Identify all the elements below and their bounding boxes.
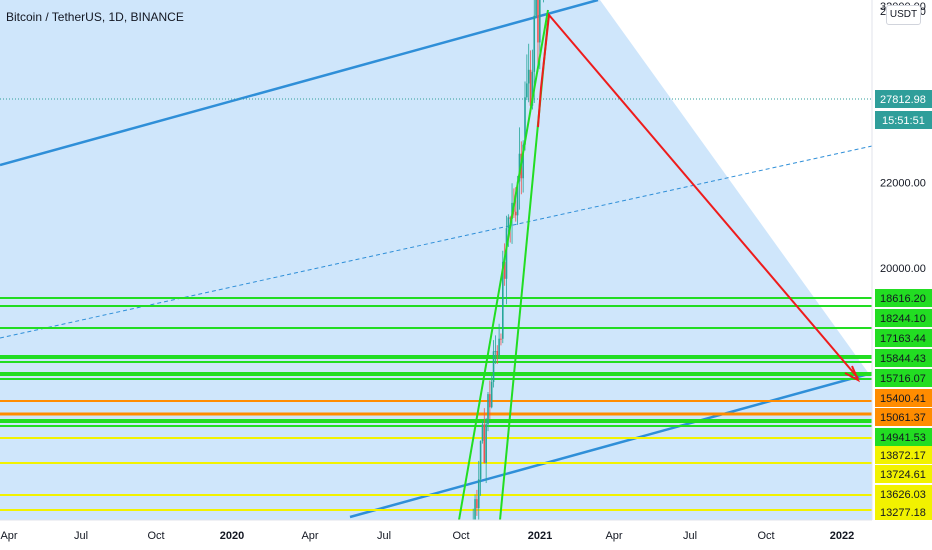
level-price-label: 17163.44 — [880, 333, 926, 345]
candle-body — [507, 217, 510, 229]
time-tick-label: Jul — [74, 530, 88, 542]
green-trendline — [458, 9, 549, 521]
countdown-label: 15:51:51 — [882, 115, 925, 127]
candle-body — [496, 351, 499, 356]
candle-body — [477, 479, 480, 509]
level-price-tag — [875, 503, 932, 521]
time-tick-label: Apr — [0, 530, 17, 542]
candle-body — [537, 0, 539, 43]
levels-layer — [0, 297, 872, 511]
level-price-label: 15400.41 — [880, 393, 926, 405]
price-tick-label: 22000.00 — [880, 177, 926, 189]
candle-body — [474, 499, 476, 524]
candle-body — [524, 97, 526, 145]
candle-body — [489, 394, 491, 408]
candle-body — [539, 0, 541, 43]
candle-body — [503, 261, 506, 279]
candle-body — [485, 424, 487, 464]
time-tick-label: 2021 — [528, 530, 552, 542]
channel-layer — [0, 0, 873, 520]
level-price-label: 15061.37 — [880, 412, 926, 424]
candle-body — [481, 424, 484, 442]
level-price-tag — [875, 309, 932, 327]
candle-body — [476, 499, 478, 509]
candle-body — [500, 338, 502, 340]
level-price-label: 15844.43 — [880, 353, 926, 365]
channel-fill — [0, 0, 872, 520]
time-axis-background — [0, 520, 932, 550]
candle-body — [502, 261, 504, 339]
level-price-tag — [875, 465, 932, 483]
last-price-tag — [875, 90, 932, 108]
level-price-tag — [875, 408, 932, 426]
candle-body — [531, 71, 534, 106]
candle-body — [526, 83, 528, 98]
candle-body — [483, 424, 486, 464]
level-price-label: 18616.20 — [880, 293, 926, 305]
time-tick-label: Oct — [452, 530, 469, 542]
candle-body — [535, 0, 537, 16]
candle-body — [522, 144, 524, 179]
level-price-tag — [875, 485, 932, 503]
level-price-label: 14941.53 — [880, 432, 926, 444]
channel-lower-line — [349, 371, 873, 519]
level-price-label: 18244.10 — [880, 313, 926, 325]
time-tick-label: 2022 — [830, 530, 854, 542]
level-price-label: 13626.03 — [880, 489, 926, 501]
candle-body — [490, 381, 493, 408]
time-tick-label: Oct — [757, 530, 774, 542]
time-tick-label: Jul — [683, 530, 697, 542]
currency-button[interactable]: USDT — [886, 5, 921, 25]
candles-layer — [472, 0, 544, 550]
level-price-tag — [875, 389, 932, 407]
price-tick-label: 20000.00 — [880, 263, 926, 275]
countdown-tag — [875, 111, 932, 129]
time-tick-label: Apr — [605, 530, 622, 542]
level-price-label: 13724.61 — [880, 469, 926, 481]
time-axis[interactable]: Apr Jul Oct 2020 Apr Jul Oct 2021 Apr Jul Oct 2022 — [0, 519, 932, 550]
candle-body — [492, 351, 495, 382]
time-tick-label: 2020 — [220, 530, 244, 542]
red-projection — [537, 12, 859, 379]
level-price-tag — [875, 329, 932, 347]
candle-body — [494, 351, 497, 353]
candle-body — [527, 69, 530, 84]
level-price-tag — [875, 349, 932, 367]
level-price-label: 13872.17 — [880, 450, 926, 462]
candle-body — [518, 153, 521, 182]
candle-body — [487, 394, 489, 425]
price-axis[interactable]: 20000.0022000.0024000.0026000.0030000.00… — [871, 0, 932, 521]
time-tick-label: Apr — [301, 530, 318, 542]
candle-body — [509, 217, 511, 219]
level-price-tag — [875, 369, 932, 387]
candle-body — [529, 69, 532, 106]
time-tick-label: Jul — [377, 530, 391, 542]
candle-body — [516, 181, 519, 216]
level-price-tag — [875, 289, 932, 307]
candle-body — [533, 15, 536, 72]
level-price-tag — [875, 446, 932, 464]
time-tick-label: Oct — [147, 530, 164, 542]
chart-title: Bitcoin / TetherUS, 1D, BINANCE — [6, 10, 184, 24]
red-arrow-head — [844, 365, 861, 383]
level-price-label: 15716.07 — [880, 373, 926, 385]
candle-body — [514, 211, 517, 216]
level-price-tag — [875, 428, 932, 446]
candle-body — [498, 338, 500, 356]
drawings-layer — [458, 9, 861, 521]
last-price-label: 27812.98 — [880, 94, 926, 106]
candle-body — [479, 441, 482, 480]
level-price-label: 13277.18 — [880, 507, 926, 519]
channel-upper-line — [0, 0, 599, 167]
